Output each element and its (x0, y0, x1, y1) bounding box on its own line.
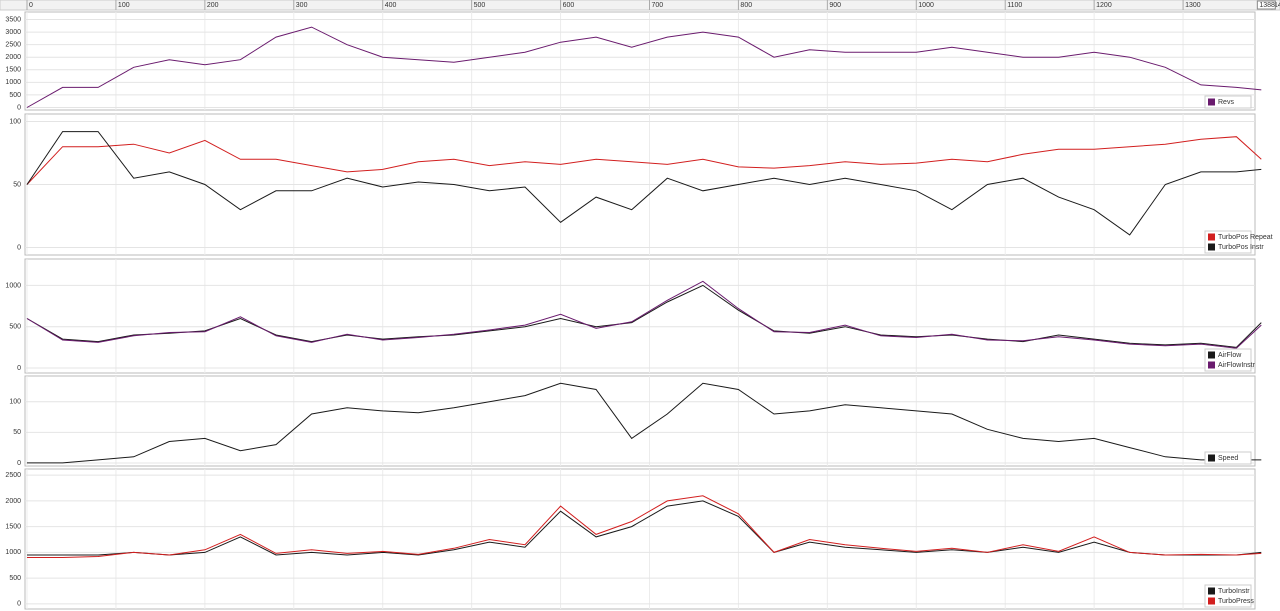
legend-label: AirFlowInstr (1218, 362, 1256, 369)
ruler-label: 900 (829, 2, 841, 9)
legend: Revs (1204, 95, 1252, 109)
ruler-label: 1000 (918, 2, 934, 9)
y-tick-label: 1000 (5, 282, 21, 289)
legend: TurboPos Repeat TurboPos Instr (1204, 230, 1273, 254)
y-tick-label: 1500 (5, 523, 21, 530)
series-line (27, 382, 1262, 464)
y-tick-label: 50 (13, 181, 21, 188)
y-tick-label: 3000 (5, 29, 21, 36)
legend-label: TurboPress (1218, 598, 1254, 605)
y-tick-label: 1000 (5, 549, 21, 556)
legend-swatch (1208, 233, 1215, 241)
series-line (27, 495, 1262, 558)
series-line (26, 26, 1262, 108)
legend-swatch (1208, 98, 1215, 106)
y-tick-label: 0 (17, 365, 21, 372)
y-tick-label: 1500 (5, 67, 21, 74)
y-tick-label: 1000 (5, 79, 21, 86)
y-tick-label: 2000 (5, 54, 21, 61)
legend-label: TurboInstr (1218, 588, 1250, 595)
y-tick-label: 50 (13, 429, 21, 436)
legend-label: TurboPos Instr (1218, 244, 1264, 251)
legend-label: TurboPos Repeat (1218, 234, 1273, 241)
legend-box (1204, 348, 1252, 372)
legend: AirFlow AirFlowInstr (1204, 348, 1256, 372)
legend-swatch (1208, 454, 1215, 462)
y-tick-label: 100 (9, 399, 21, 406)
y-tick-label: 0 (17, 460, 21, 467)
series-line (26, 131, 1262, 236)
legend-box (1204, 451, 1252, 465)
legend-swatch (1208, 351, 1215, 359)
y-tick-label: 0 (17, 104, 21, 111)
ruler-label: 1200 (1096, 2, 1112, 9)
y-tick-label: 500 (9, 575, 21, 582)
ruler-label: 400 (385, 2, 397, 9)
legend-label: Revs (1218, 99, 1234, 106)
legend-box (1204, 230, 1252, 254)
ruler-label: 0 (29, 2, 33, 9)
y-tick-label: 0 (17, 244, 21, 251)
ruler-label: 500 (474, 2, 486, 9)
legend-swatch (1208, 243, 1215, 251)
panel (24, 468, 1256, 610)
ruler-end-box (1256, 0, 1276, 10)
legend-label: Speed (1218, 455, 1238, 462)
series-line (26, 280, 1262, 349)
y-tick-label: 3500 (5, 16, 21, 23)
ruler-label: 1400 (1274, 2, 1280, 9)
ruler-label: 700 (652, 2, 664, 9)
ruler-label: 100 (118, 2, 130, 9)
legend-box (1204, 95, 1252, 109)
ruler (0, 0, 1280, 11)
y-tick-label: 500 (9, 324, 21, 331)
legend-swatch (1208, 361, 1215, 369)
y-tick-label: 2500 (5, 42, 21, 49)
legend-label: AirFlow (1218, 352, 1242, 359)
ruler-label: 300 (296, 2, 308, 9)
ruler-label: 800 (740, 2, 752, 9)
panel (24, 375, 1256, 467)
ruler-end: 1388 (1259, 2, 1275, 9)
legend: TurboInstr TurboPress (1204, 584, 1254, 608)
series-line (27, 500, 1262, 556)
y-tick-label: 100 (9, 118, 21, 125)
y-tick-label: 2500 (5, 472, 21, 479)
ruler-label: 600 (563, 2, 575, 9)
y-tick-label: 0 (17, 601, 21, 608)
legend: Speed (1204, 451, 1252, 465)
ruler-label: 1100 (1007, 2, 1022, 9)
legend-swatch (1208, 587, 1215, 595)
legend-box (1204, 584, 1252, 608)
series-line (26, 136, 1262, 185)
panel (24, 258, 1256, 374)
y-tick-label: 2000 (5, 498, 21, 505)
series-line (26, 284, 1262, 348)
y-tick-label: 500 (9, 92, 21, 99)
legend-swatch (1208, 597, 1215, 605)
ruler-label: 200 (207, 2, 219, 9)
ruler-label: 1300 (1185, 2, 1201, 9)
